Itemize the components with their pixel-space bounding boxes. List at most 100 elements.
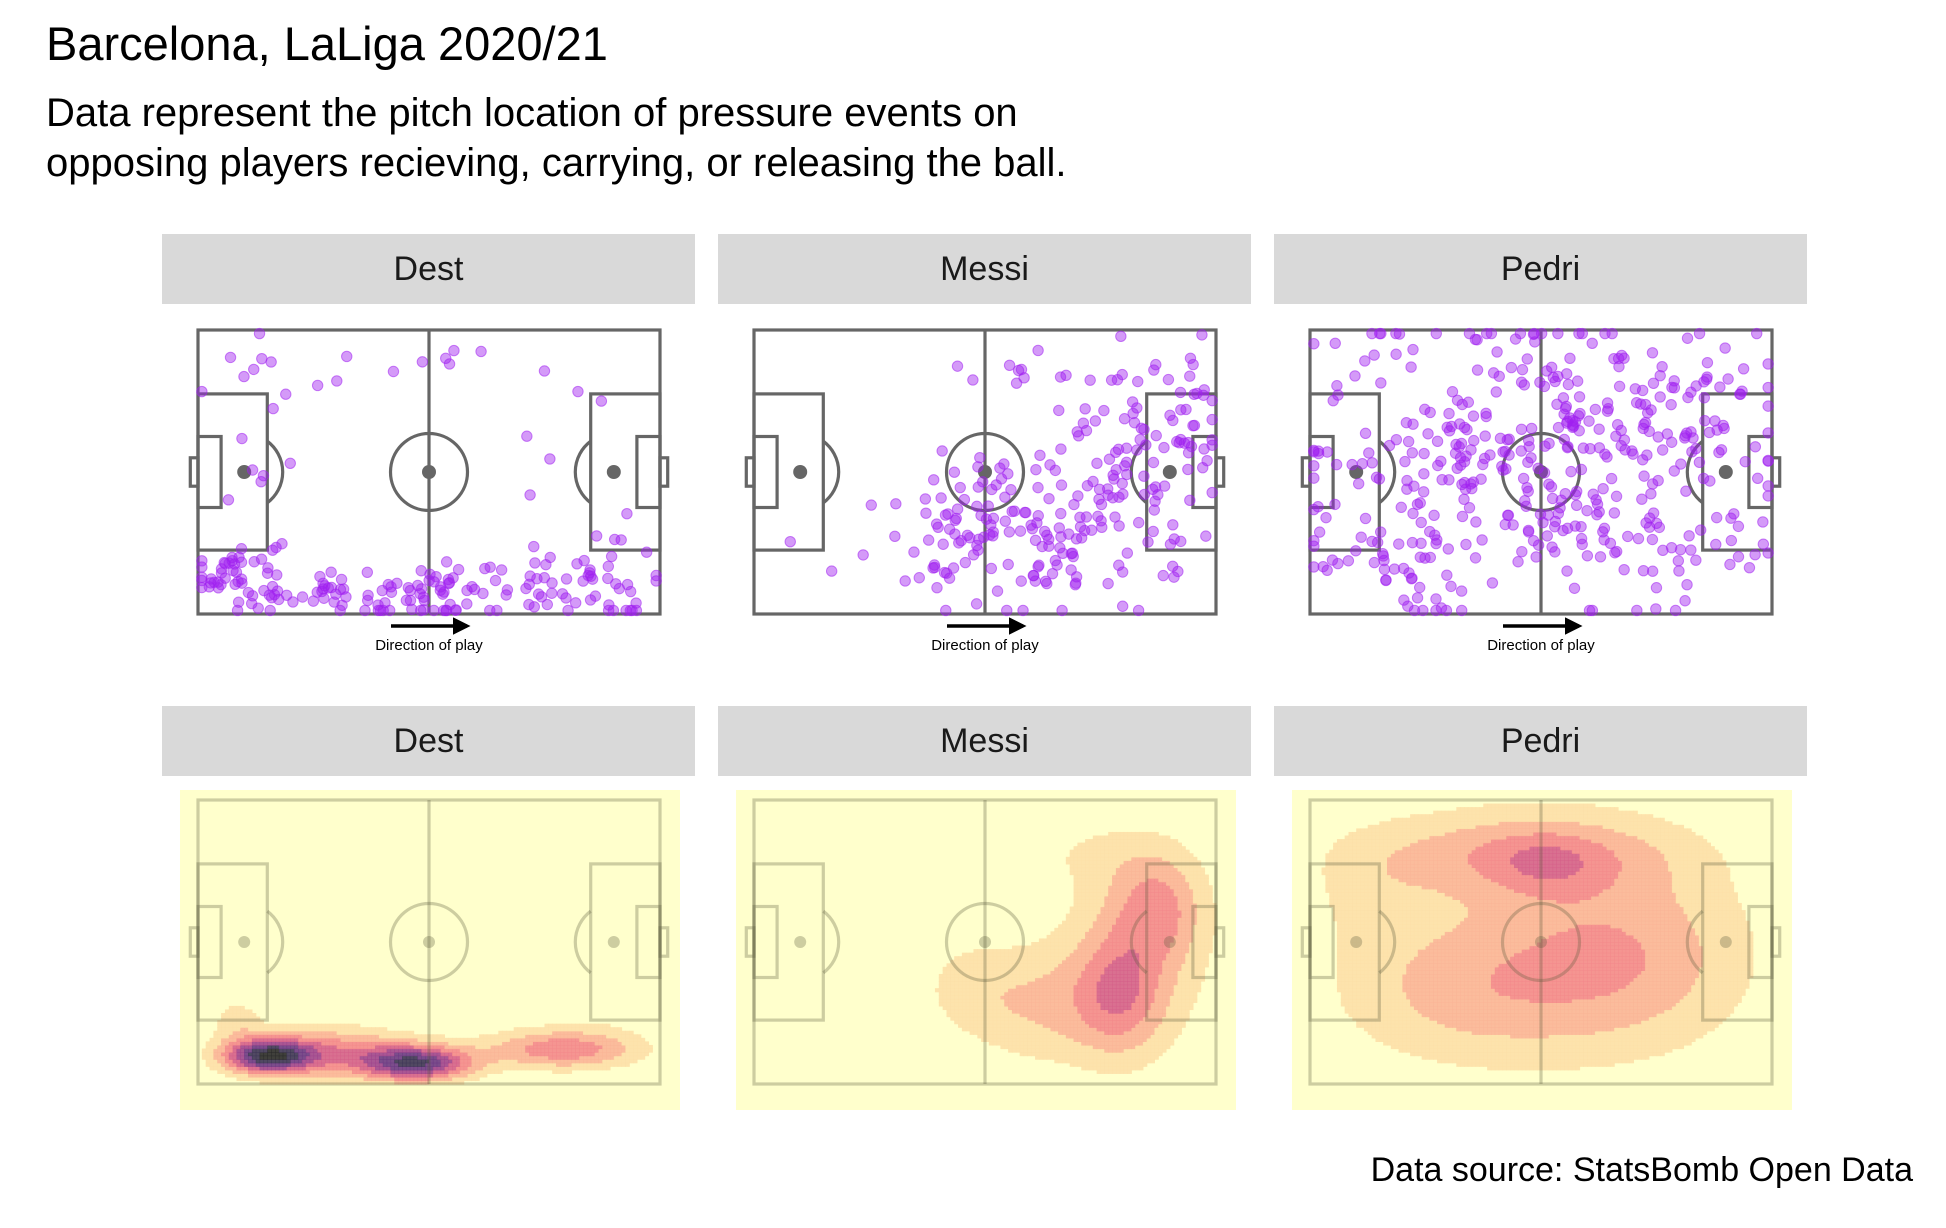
density-cell: [1077, 1034, 1082, 1039]
pressure-point: [1405, 361, 1417, 373]
density-cell: [1073, 1048, 1078, 1053]
density-cell: [1081, 1023, 1086, 1028]
density-cell: [1189, 920, 1194, 925]
density-cell: [1096, 991, 1102, 996]
density-cell: [1104, 977, 1109, 982]
density-cell: [1027, 1009, 1032, 1014]
density-cell: [556, 1023, 561, 1028]
density-cell: [1062, 963, 1067, 968]
density-cell: [1139, 981, 1144, 986]
density-cell: [1092, 1044, 1098, 1050]
density-cell: [471, 1044, 476, 1050]
density-cell: [1015, 1005, 1021, 1011]
density-cell: [502, 1034, 507, 1039]
density-cell: [1169, 952, 1175, 957]
density-cell: [313, 1041, 318, 1046]
density-cell: [1115, 956, 1121, 961]
density-cell: [1004, 1037, 1009, 1042]
density-cell: [1154, 1013, 1159, 1018]
density-cell: [1139, 988, 1144, 993]
density-cell: [1150, 927, 1155, 932]
pressure-point: [196, 581, 208, 594]
density-cell: [432, 1034, 438, 1039]
density-cell: [1092, 924, 1098, 929]
density-cell: [290, 1030, 295, 1035]
density-cell: [209, 1062, 214, 1067]
density-cell: [1081, 934, 1086, 940]
density-cell: [529, 1041, 534, 1046]
density-cell: [1173, 924, 1179, 929]
density-cell: [950, 984, 955, 989]
density-cell: [969, 1016, 975, 1021]
density-cell: [1150, 988, 1155, 993]
pressure-point: [1150, 429, 1162, 442]
density-cell: [1058, 1002, 1063, 1007]
density-cell: [1077, 1023, 1082, 1028]
density-cell: [1154, 920, 1159, 925]
density-cell: [409, 1055, 415, 1060]
density-cell: [1181, 1005, 1186, 1011]
density-cell: [1015, 1041, 1021, 1046]
density-cell: [992, 988, 998, 993]
density-cell: [1054, 984, 1059, 989]
density-cell: [502, 1048, 507, 1053]
density-cell: [567, 1030, 573, 1035]
density-cell: [432, 1055, 438, 1060]
density-cell: [459, 1044, 465, 1050]
density-cell: [1150, 1034, 1155, 1039]
density-cell: [344, 1076, 349, 1082]
density-cell: [1112, 1062, 1117, 1067]
density-cell: [452, 1041, 457, 1046]
density-cell: [217, 1041, 222, 1046]
density-cell: [1042, 1041, 1048, 1046]
pressure-point: [1110, 463, 1122, 476]
density-cell: [965, 977, 971, 982]
density-cell: [942, 984, 948, 989]
pressure-point: [440, 352, 452, 365]
density-cell: [409, 1073, 415, 1078]
density-cell: [336, 1076, 342, 1082]
density-cell: [248, 1037, 253, 1042]
pressure-point: [1046, 567, 1059, 580]
density-cell: [536, 1059, 542, 1064]
density-cell: [1092, 998, 1098, 1003]
density-cell: [1058, 952, 1063, 957]
density-cell: [1108, 1066, 1113, 1071]
density-cell: [1042, 1052, 1048, 1057]
density-cell: [301, 1076, 307, 1082]
density-cell: [455, 1076, 461, 1082]
density-cell: [232, 1037, 238, 1042]
density-cell: [1038, 1005, 1044, 1011]
density-cell: [938, 1002, 944, 1007]
density-cell: [1015, 991, 1021, 996]
density-cell: [1123, 1034, 1129, 1039]
density-cell: [559, 1059, 565, 1064]
pressure-point: [1449, 447, 1462, 459]
density-cell: [958, 1023, 963, 1028]
density-cell: [1073, 970, 1078, 975]
density-cell: [1165, 952, 1171, 957]
density-cell: [1131, 1030, 1136, 1035]
density-cell: [513, 1048, 519, 1053]
pressure-point: [1612, 352, 1625, 365]
density-cell: [1135, 949, 1140, 954]
density-cell: [1169, 1023, 1175, 1028]
density-cell: [1073, 949, 1078, 954]
density-cell: [559, 1055, 565, 1060]
density-cell: [1004, 1027, 1009, 1032]
density-cell: [340, 1044, 345, 1050]
density-cell: [1000, 956, 1005, 961]
density-cell: [213, 1055, 218, 1060]
pressure-point: [1575, 520, 1587, 533]
pressure-point: [1187, 358, 1199, 371]
pressure-point: [253, 327, 266, 340]
density-cell: [1081, 924, 1086, 929]
density-cell: [1077, 1016, 1082, 1021]
density-cell: [263, 1048, 268, 1053]
pressure-point: [1725, 534, 1738, 547]
density-cell: [1146, 1048, 1152, 1053]
density-cell: [583, 1023, 588, 1028]
density-cell: [1115, 991, 1121, 996]
density-cell: [981, 963, 986, 968]
density-cell: [950, 970, 955, 975]
